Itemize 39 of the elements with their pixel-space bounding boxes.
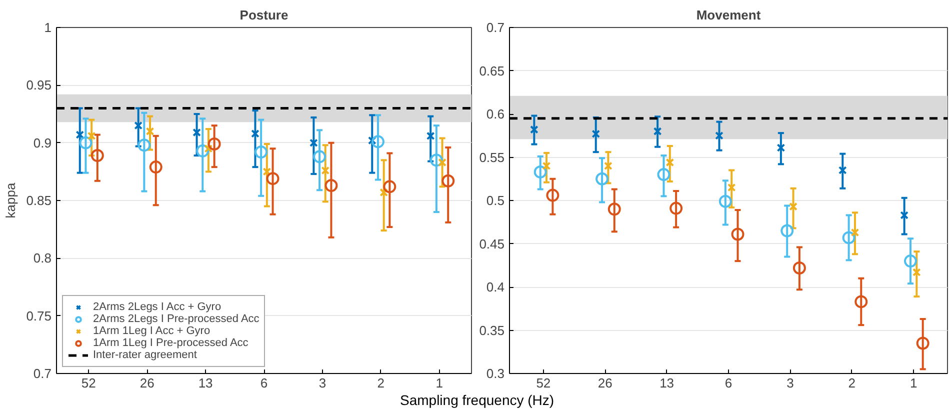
y-tick-label: 0.35 [479, 322, 505, 338]
y-tick-label: 0.85 [26, 193, 52, 208]
x-tick-label: 13 [198, 376, 213, 390]
chart-title: Posture [240, 8, 288, 22]
x-tick-label: 26 [140, 376, 154, 390]
x-tick-label: 13 [660, 376, 674, 390]
x-tick-label: 2 [377, 376, 385, 390]
x-tick-label: 52 [81, 376, 96, 390]
legend-label: 2Arms 2Legs I Pre-processed Acc [93, 313, 260, 325]
y-axis-title: kappa [3, 182, 18, 218]
legend-label: 1Arm 1Leg I Pre-processed Acc [93, 337, 248, 349]
x-axis-title: Sampling frequency (Hz) [400, 391, 554, 410]
x-tick-label: 1 [910, 376, 918, 390]
y-tick-label: 1 [44, 20, 52, 35]
y-tick-label: 0.65 [479, 63, 505, 78]
y-tick-label: 0.95 [26, 78, 52, 93]
y-tick-label: 0.3 [486, 366, 505, 381]
y-tick-label: 0.55 [479, 150, 505, 165]
y-tick-label: 0.6 [486, 106, 505, 122]
x-tick-label: 6 [260, 376, 268, 390]
x-tick-label: 3 [786, 376, 794, 390]
y-tick-label: 0.45 [479, 236, 505, 252]
y-tick-label: 0.5 [486, 193, 505, 208]
x-tick-label: 2 [848, 376, 856, 390]
x-tick-label: 6 [724, 376, 732, 390]
y-tick-label: 0.75 [26, 308, 52, 324]
x-tick-label: 1 [436, 376, 443, 390]
legend-label: 1Arm 1Leg I Acc + Gyro [93, 325, 210, 337]
y-tick-label: 0.8 [33, 250, 52, 266]
x-tick-label: 3 [318, 376, 326, 390]
y-tick-label: 0.9 [33, 135, 52, 150]
legend-label: Inter-rater agreement [93, 349, 197, 361]
x-tick-label: 52 [536, 376, 551, 390]
y-tick-label: 0.4 [486, 280, 505, 294]
legend-label: 2Arms 2Legs I Acc + Gyro [93, 301, 222, 313]
chart-title: Movement [696, 8, 762, 22]
x-tick-label: 26 [598, 376, 612, 390]
y-tick-label: 0.7 [486, 20, 505, 35]
y-tick-label: 0.7 [33, 366, 52, 381]
